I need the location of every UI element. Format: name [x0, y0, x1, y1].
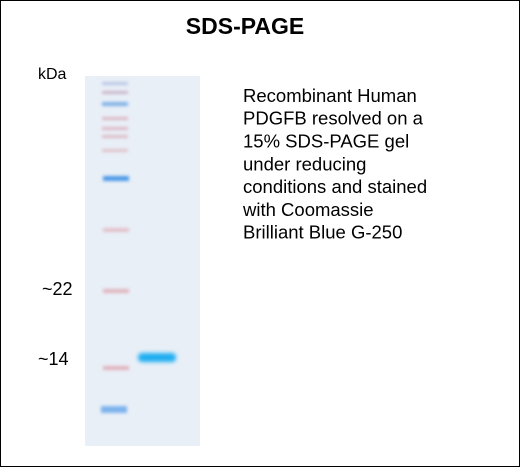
ladder-band: [103, 366, 129, 370]
title: SDS-PAGE: [186, 13, 304, 39]
description-line: 15% SDS-PAGE gel: [243, 130, 409, 151]
ladder-band: [103, 228, 129, 232]
description-line: with Coomassie: [242, 199, 374, 220]
marker-label: ~22: [42, 279, 73, 299]
gel-background: [85, 76, 200, 446]
gel: [85, 76, 200, 446]
description-line: PDGFB resolved on a: [243, 108, 424, 129]
ladder-band: [102, 102, 128, 106]
marker-label: ~14: [38, 349, 69, 369]
unit-label: kDa: [38, 66, 67, 83]
ladder-band: [102, 82, 128, 85]
sample-band: [138, 353, 176, 362]
ladder-band: [103, 289, 129, 293]
description-line: under reducing: [243, 153, 366, 174]
ladder-band: [102, 91, 128, 94]
ladder: [101, 82, 129, 413]
ladder-band: [101, 406, 127, 413]
ladder-band: [102, 117, 128, 120]
ladder-band: [102, 127, 128, 130]
ladder-band: [103, 176, 129, 181]
ladder-band: [102, 149, 128, 152]
description-line: Recombinant Human: [243, 85, 417, 106]
description-line: conditions and stained: [243, 176, 427, 197]
ladder-band: [102, 135, 128, 138]
description-line: Brilliant Blue G-250: [243, 222, 402, 243]
